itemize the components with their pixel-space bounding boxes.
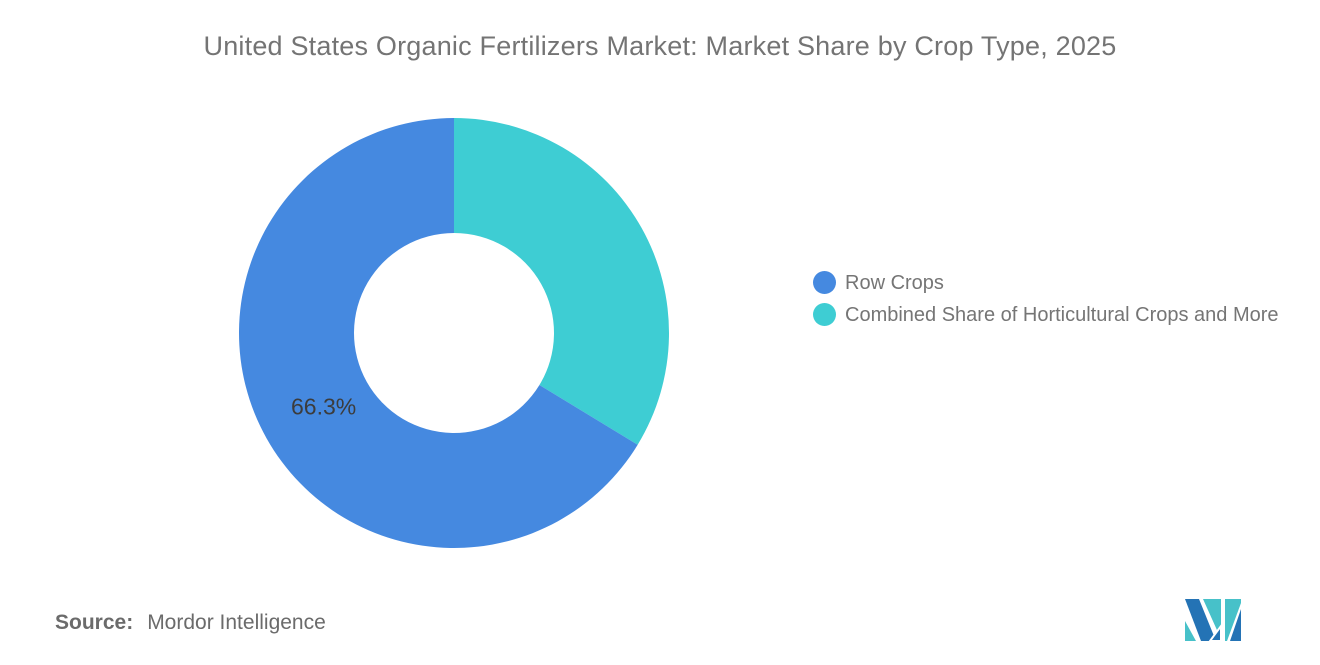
legend-item-horticultural-crops[interactable]: Combined Share of Horticultural Crops an… — [813, 300, 1279, 330]
pie-data-label: 66.3% — [291, 393, 356, 419]
logo-shape-teal-left — [1185, 621, 1196, 641]
legend-item-row-crops[interactable]: Row Crops — [813, 268, 1279, 298]
legend-marker-row-crops — [813, 271, 836, 294]
donut-chart: 66.3% — [238, 118, 669, 548]
legend-marker-horticultural-crops — [813, 303, 836, 326]
chart-title: United States Organic Fertilizers Market… — [203, 31, 1117, 61]
source-text: Mordor Intelligence — [147, 611, 326, 634]
legend: Row Crops Combined Share of Horticultura… — [813, 268, 1279, 330]
legend-label-row-crops: Row Crops — [845, 272, 944, 294]
legend-label-horticultural-crops: Combined Share of Horticultural Crops an… — [845, 304, 1279, 326]
logo-shape-teal-mid — [1203, 599, 1221, 639]
pie-slice-combined-share-of-horticultural-crops-and-more[interactable] — [454, 118, 669, 445]
source-row: Source: Mordor Intelligence — [55, 611, 326, 635]
logo-shape-blue-right — [1230, 609, 1241, 641]
pie-slice-row-crops[interactable] — [238, 118, 638, 548]
logo-shape-teal-right — [1225, 599, 1241, 641]
mordor-intelligence-logo — [1185, 599, 1241, 641]
logo-shape-blue-corner — [1208, 622, 1222, 641]
source-label: Source: — [55, 611, 134, 634]
logo-shape-blue-band — [1185, 599, 1216, 641]
